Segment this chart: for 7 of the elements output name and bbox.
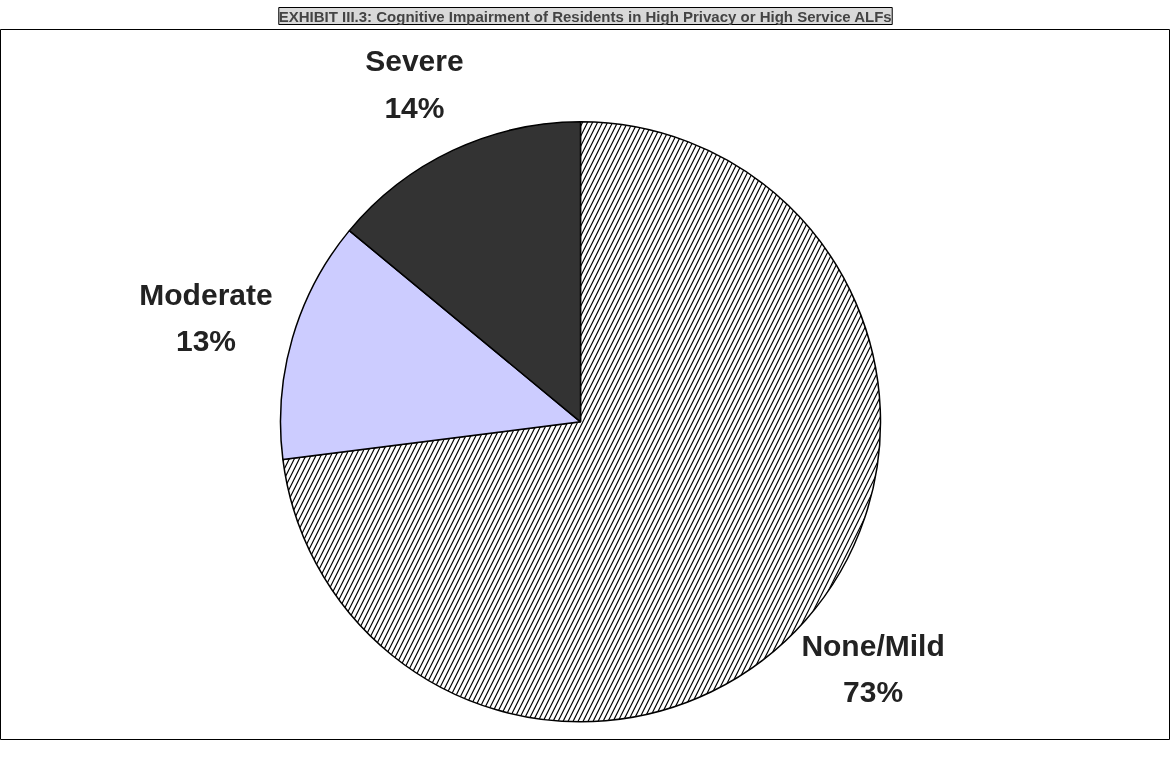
data-label: 13% (175, 324, 237, 358)
slice-label: Severe (365, 44, 464, 78)
data-label: 14% (384, 90, 445, 124)
data-label: 73% (843, 675, 904, 709)
slice-label: Moderate (139, 278, 273, 312)
chart-title: EXHIBIT III.3: Cognitive Impairment of Residents in High Privacy or High Service ALFs (278, 7, 892, 25)
slice-label: None/Mild (801, 629, 945, 663)
